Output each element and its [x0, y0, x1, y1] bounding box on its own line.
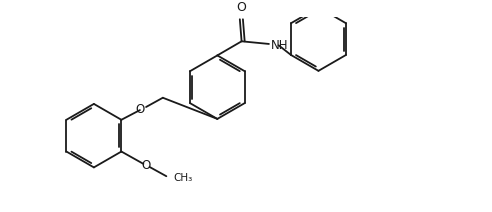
Text: O: O	[141, 159, 150, 172]
Text: CH₃: CH₃	[173, 173, 192, 183]
Text: NH: NH	[271, 39, 289, 52]
Text: O: O	[136, 103, 145, 116]
Text: O: O	[236, 1, 246, 14]
